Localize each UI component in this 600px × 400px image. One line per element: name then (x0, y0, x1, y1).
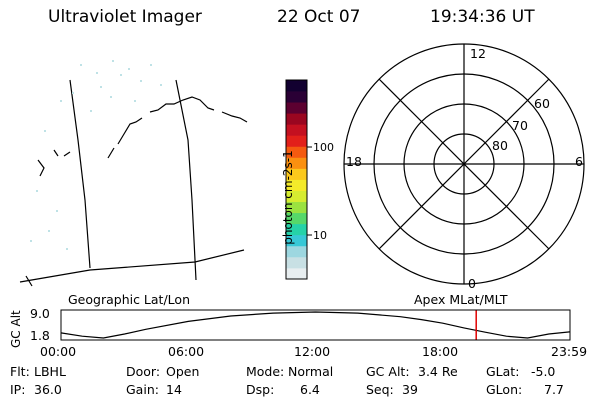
status-dsp-key: Dsp: (246, 382, 275, 397)
status-seq-value: 39 (402, 382, 418, 397)
status-flt-key: Flt: (10, 364, 30, 379)
colorbar-ylabel: photon cm-2s-1 (270, 150, 306, 260)
colorbar-segment (286, 179, 307, 191)
colorbar-segment (286, 212, 307, 225)
status-mode-value: Normal (288, 364, 334, 379)
altitude-xtick-1800: 18:00 (422, 344, 459, 359)
meridian-line-right (175, 79, 197, 281)
colorbar-segment (286, 135, 307, 147)
colorbar-segment (286, 168, 307, 180)
status-door-key: Door: (126, 364, 161, 379)
altitude-series-line (60, 311, 570, 339)
status-flt-value: LBHL (34, 364, 66, 379)
colorbar-segment (286, 234, 307, 247)
colorbar-segment (286, 157, 307, 169)
coastline-top (107, 96, 248, 159)
altitude-xtick-1200: 12:00 (294, 344, 331, 359)
status-gcalt-key: GC Alt: (366, 364, 410, 379)
meridian-line-left (69, 79, 91, 269)
status-glon-value: 7.7 (544, 382, 564, 397)
mlat-label-80: 80 (492, 138, 508, 153)
mlt-label-0: 0 (468, 276, 476, 291)
status-gain-value: 14 (166, 382, 182, 397)
colorbar (286, 80, 307, 280)
altitude-xtick-2359: 23:59 (551, 344, 588, 359)
colorbar-tick-label-10: 10 (313, 229, 327, 242)
colorbar-segment (286, 245, 307, 258)
polar-plot-label: Apex MLat/MLT (414, 292, 508, 307)
altitude-ytick-low: 1.8 (30, 328, 50, 343)
status-glon-key: GLon: (486, 382, 523, 397)
time-label: 19:34:36 UT (430, 7, 535, 27)
polar-diagonal-2 (378, 78, 550, 250)
parallel-line-bottom (19, 249, 245, 283)
altitude-chart (60, 310, 570, 340)
colorbar-segment (286, 201, 307, 214)
colorbar-segment (286, 91, 307, 103)
status-ip-value: 36.0 (34, 382, 62, 397)
coastline-corner (25, 275, 33, 287)
mlt-label-18: 18 (346, 154, 362, 169)
mlat-label-60: 60 (534, 96, 550, 111)
mlt-label-12: 12 (470, 46, 486, 61)
mlt-label-6: 6 (575, 154, 583, 169)
status-gcalt-value: 3.4 Re (418, 364, 458, 379)
altitude-ylabel: GC Alt (9, 310, 23, 348)
colorbar-segment (286, 223, 307, 236)
altitude-xtick-0000: 00:00 (40, 344, 77, 359)
instrument-title: Ultraviolet Imager (48, 7, 202, 27)
status-seq-key: Seq: (366, 382, 394, 397)
colorbar-segment (286, 124, 307, 136)
status-glat-key: GLat: (486, 364, 520, 379)
polar-grid (343, 43, 585, 285)
colorbar-tick-label-100: 100 (313, 141, 334, 154)
colorbar-ylabel-text: photon cm-2s-1 (281, 150, 295, 245)
colorbar-segment (286, 146, 307, 158)
colorbar-segment (286, 190, 307, 203)
status-dsp-value: 6.4 (300, 382, 320, 397)
geographic-map-label: Geographic Lat/Lon (68, 292, 190, 307)
colorbar-segment (286, 267, 307, 280)
altitude-ytick-high: 9.0 (30, 306, 50, 321)
coastline-left (37, 149, 71, 177)
geographic-map (19, 79, 248, 287)
colorbar-segment (286, 102, 307, 114)
date-label: 22 Oct 07 (277, 7, 361, 27)
altitude-xtick-0600: 06:00 (168, 344, 205, 359)
colorbar-segment (286, 256, 307, 269)
status-door-value: Open (166, 364, 200, 379)
aurora-noise (30, 60, 162, 250)
status-mode-key: Mode: (246, 364, 285, 379)
status-glat-value: -5.0 (531, 364, 556, 379)
mlat-label-70: 70 (512, 118, 528, 133)
altitude-frame (60, 309, 571, 341)
status-ip-key: IP: (10, 382, 26, 397)
colorbar-segment (286, 113, 307, 125)
colorbar-frame (285, 79, 308, 280)
status-gain-key: Gain: (126, 382, 159, 397)
colorbar-segment (286, 80, 307, 92)
